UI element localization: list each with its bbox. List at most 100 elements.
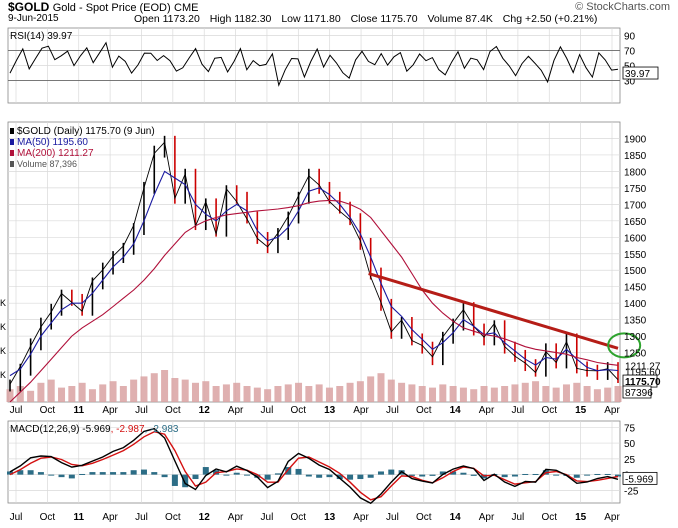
quote-stats: Open 1173.20 High 1182.30 Low 1171.80 Cl… [134, 13, 604, 25]
macd-histogram-bar [604, 473, 611, 475]
macd-histogram-bar [161, 474, 168, 478]
x-axis-label-price: 11 [73, 405, 84, 416]
x-axis-label-price: Oct [541, 405, 557, 416]
rsi-last-value-box [622, 66, 659, 80]
macd-histogram-bar [182, 474, 189, 488]
price-legend-entry: Volume 87,396 [17, 159, 77, 169]
volume-bar [552, 387, 560, 402]
stat-close: Close 1175.70 [350, 13, 418, 25]
macd-histogram-bar [244, 474, 251, 476]
x-axis-label-price: Oct [416, 405, 432, 416]
x-axis-label-price: Jul [10, 405, 23, 416]
macd-legend: MACD(12,26,9) -5.969, -2.987, -2.983 [10, 424, 179, 435]
macd-histogram-bar [17, 470, 24, 475]
macd-histogram-bar [192, 474, 199, 480]
macd-histogram-bar [450, 471, 457, 475]
volume-scale-label: K [0, 346, 6, 356]
x-axis-label-price: 14 [450, 405, 462, 416]
x-axis-label-macd: Oct [416, 512, 432, 523]
macd-histogram-bar [388, 469, 395, 475]
ticker-description: Gold - Spot Price (EOD) [52, 2, 171, 14]
stat-volume: Volume 87.4K [427, 13, 493, 25]
volume-bar [202, 381, 210, 402]
macd-histogram-bar [377, 471, 384, 475]
volume-bar [222, 384, 230, 402]
x-axis-label-macd: Oct [291, 512, 307, 523]
volume-bar [16, 386, 24, 402]
macd-legend-histogram: , -2.983 [145, 424, 179, 435]
ma50-line [9, 170, 619, 377]
volume-bar [78, 382, 86, 402]
volume-bar [130, 379, 138, 402]
x-axis-label-macd: Jul [10, 512, 23, 523]
volume-bar [418, 386, 426, 402]
macd-histogram-bar [233, 472, 240, 475]
volume-value-box [622, 385, 652, 399]
macd-histogram-bar [7, 471, 13, 475]
x-axis-label-price: 13 [324, 405, 336, 416]
volume-bar [429, 387, 437, 402]
macd-histogram-bar [285, 467, 292, 475]
macd-histogram-bar [79, 473, 86, 475]
macd-histogram-bar [99, 472, 106, 475]
x-axis-label-price: Oct [165, 405, 181, 416]
volume-bar [295, 382, 303, 402]
macd-last-value-box [622, 471, 658, 485]
volume-bar [542, 386, 550, 402]
macd-histogram-bar [295, 468, 302, 475]
price-right-label: 1211.27 [625, 361, 661, 372]
macd-histogram-bar [171, 474, 178, 486]
macd-histogram-bar [584, 474, 591, 476]
macd-histogram-bar [522, 473, 529, 475]
price-tick-label: 1700 [624, 200, 647, 211]
volume-bar [191, 382, 199, 402]
x-axis-label-price: Oct [40, 405, 56, 416]
price-line [9, 141, 619, 385]
volume-bar [119, 386, 127, 402]
price-tick-label: 1850 [624, 151, 647, 162]
volume-bar [480, 386, 488, 402]
legend-swatch [10, 139, 14, 145]
x-axis-label-macd: Apr [604, 512, 620, 523]
volume-bar [253, 387, 261, 402]
macd-histogram-bar [89, 472, 96, 475]
volume-bar [88, 389, 96, 402]
macd-histogram-bar [336, 474, 343, 480]
x-axis-label-price: Apr [604, 405, 620, 416]
macd-tick-label: 25 [624, 455, 636, 466]
macd-histogram-bar [367, 474, 374, 478]
x-axis-label-price: Apr [479, 405, 495, 416]
price-tick-label: 1800 [624, 167, 647, 178]
x-axis-label-price: Jul [511, 405, 524, 416]
price-tick-label: 1300 [624, 332, 647, 343]
x-axis-label-macd: 15 [575, 512, 587, 523]
volume-bar [27, 390, 35, 402]
x-axis-label-price: 12 [199, 405, 211, 416]
volume-bar [356, 381, 364, 402]
volume-bar [511, 384, 519, 402]
x-axis-label-price: Jul [261, 405, 274, 416]
volume-bar [47, 379, 55, 402]
macd-histogram-bar [140, 469, 147, 475]
volume-bar [274, 386, 282, 402]
macd-histogram-bar [439, 471, 446, 475]
x-axis-label-macd: Oct [165, 512, 181, 523]
volume-scale-label: K [0, 322, 6, 332]
x-axis-label-macd: 11 [73, 512, 84, 523]
exchange-label: CME [174, 2, 199, 14]
panel-frame [7, 121, 621, 403]
macd-histogram-bar [68, 474, 75, 479]
volume-bar [562, 384, 570, 402]
macd-histogram-bar [511, 474, 518, 477]
volume-scale-label: K [0, 370, 6, 380]
x-axis-label-macd: Oct [541, 512, 557, 523]
legend-swatch [10, 150, 14, 156]
macd-histogram-bar [594, 473, 601, 475]
price-right-label: 87396 [625, 388, 653, 399]
rsi-tick-label: 70 [624, 47, 636, 58]
volume-bar [150, 373, 158, 402]
price-legend-entry: MA(50) 1195.60 [17, 137, 88, 148]
macd-histogram-bar [573, 474, 580, 478]
